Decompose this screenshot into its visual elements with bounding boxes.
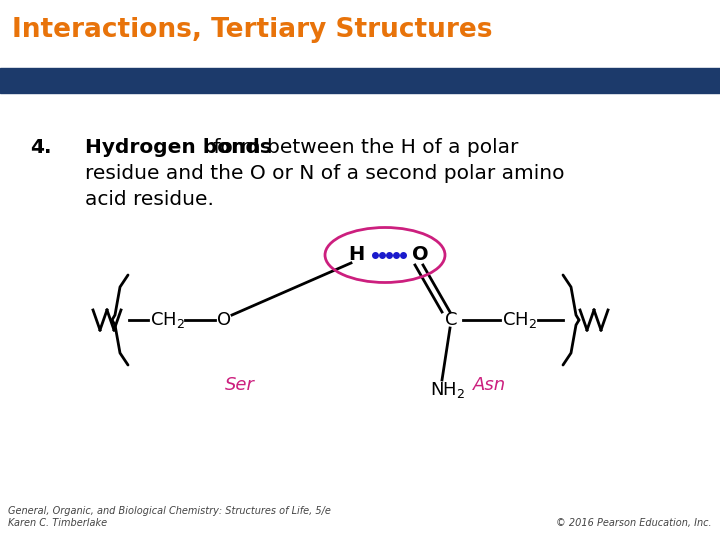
Text: H: H [348,246,364,265]
Text: acid residue.: acid residue. [85,190,214,209]
Text: General, Organic, and Biological Chemistry: Structures of Life, 5/e
Karen C. Tim: General, Organic, and Biological Chemist… [8,507,331,528]
Text: residue and the O or N of a second polar amino: residue and the O or N of a second polar… [85,164,564,183]
Text: form between the H of a polar: form between the H of a polar [207,138,518,157]
Bar [0,0,720,70]
Text: © 2016 Pearson Education, Inc.: © 2016 Pearson Education, Inc. [557,518,712,528]
Text: 4.: 4. [30,138,52,157]
Text: O: O [217,311,231,329]
Text: Hydrogen bonds: Hydrogen bonds [85,138,272,157]
Text: CH$_2$: CH$_2$ [150,310,185,330]
Text: Ser: Ser [225,376,255,394]
Text: C: C [445,311,457,329]
Text: Asn: Asn [474,376,507,394]
Text: NH$_2$: NH$_2$ [430,380,465,400]
Text: CH$_2$: CH$_2$ [502,310,537,330]
Text: Interactions, Tertiary Structures: Interactions, Tertiary Structures [12,17,492,43]
Bar [0,68,720,93]
Text: O: O [412,246,428,265]
